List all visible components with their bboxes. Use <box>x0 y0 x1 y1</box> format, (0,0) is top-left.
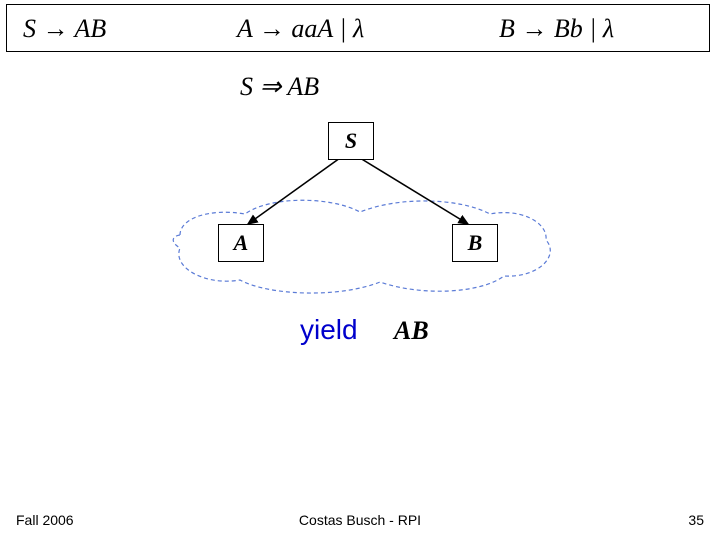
slide: S → AB A → aaA | λ B → Bb | λ S ⇒ AB SAB… <box>0 0 720 540</box>
edge-group <box>248 158 468 224</box>
tree-edge-s-a <box>248 158 340 224</box>
tree-edge-s-b <box>360 158 468 224</box>
yield-value: AB <box>394 316 429 346</box>
tree-node-s: S <box>328 122 374 160</box>
tree-edges-svg <box>0 0 720 540</box>
tree-node-a: A <box>218 224 264 262</box>
tree-node-b: B <box>452 224 498 262</box>
footer-right: 35 <box>688 512 704 528</box>
footer-center: Costas Busch - RPI <box>299 512 421 528</box>
yield-label: yield <box>300 314 358 346</box>
footer-left: Fall 2006 <box>16 512 74 528</box>
